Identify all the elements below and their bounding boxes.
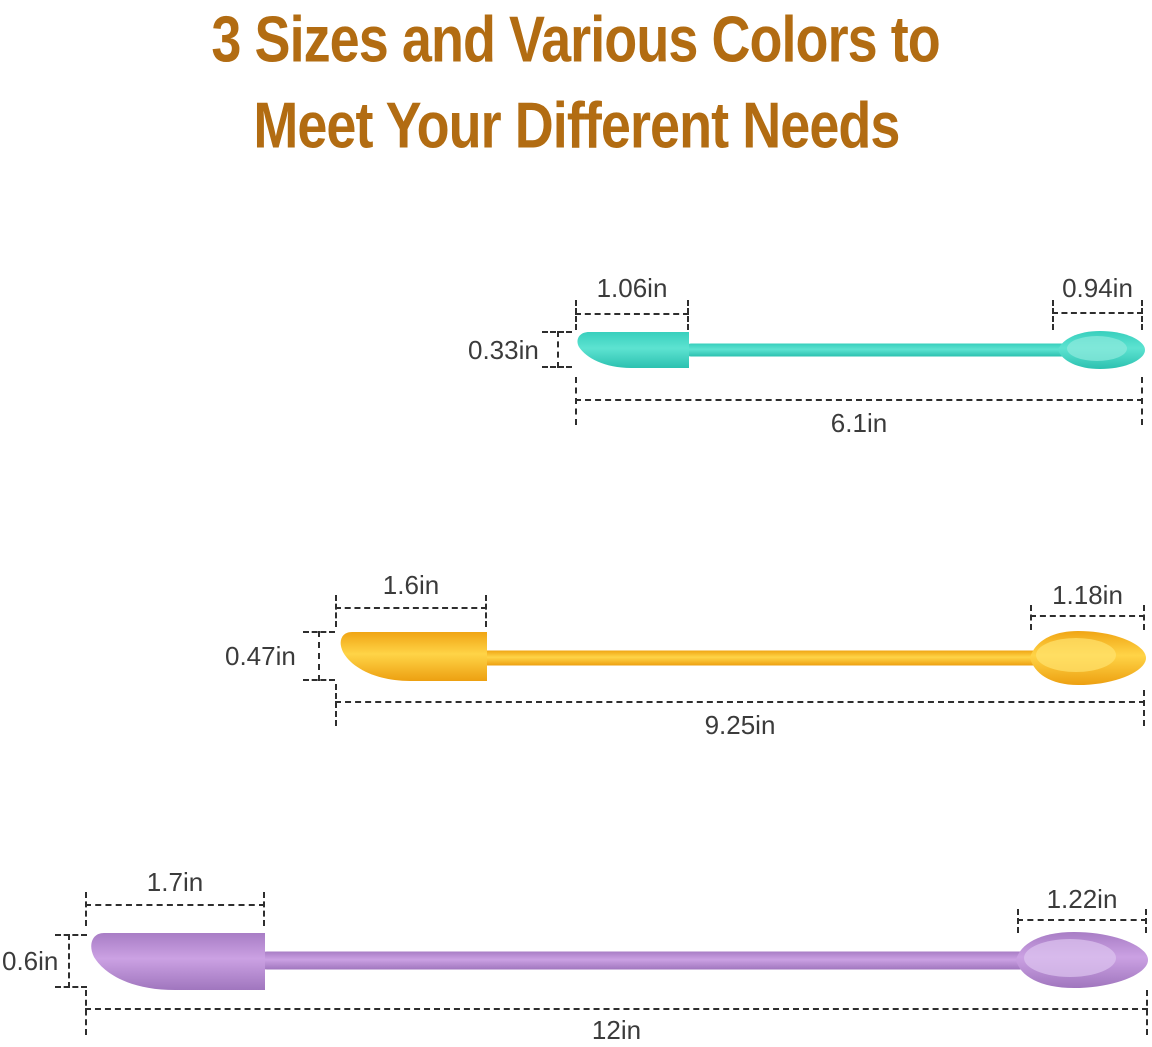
title-line-1-wrap: 3 Sizes and Various Colors to [0,0,1152,86]
dim-extension-line [1052,300,1054,330]
dim-label-small-spoon-width: 0.94in [1062,273,1133,303]
dim-extension-line [1143,605,1145,630]
title-line-1: 3 Sizes and Various Colors to [211,3,941,77]
dim-extension-line [1141,300,1143,330]
dim-extension-line [335,595,337,627]
title-line-2-wrap: Meet Your Different Needs [0,86,1152,172]
spatula-head [91,933,266,990]
spatula-large-purple [91,932,1148,990]
dim-measure-line [85,904,265,906]
dim-large-thickness: 0.6in [2,934,88,988]
dim-extension-line [1030,605,1032,630]
dim-small-thickness: 0.33in [468,331,576,368]
dim-measure-line [575,313,689,315]
spatula-handle [258,951,1035,970]
dim-measure-line [557,331,559,368]
dim-label-large-spoon-width: 1.22in [1046,884,1118,914]
dim-extension-line [1146,990,1148,1035]
dim-cap-top [55,934,87,936]
spoon-bowl-highlight [1024,939,1116,977]
dim-medium-thickness: 0.47in [225,631,337,681]
dim-label-large-thickness: 0.6in [2,946,59,976]
dim-small-total-length: 6.1in [575,377,1143,441]
dim-extension-line [1141,377,1143,425]
dim-measure-line [1017,919,1147,921]
dim-measure-line [318,631,320,681]
dim-extension-line [485,595,487,627]
dim-measure-line [335,607,487,609]
dim-medium-total-length: 9.25in [335,684,1145,746]
spatula-handle [480,650,1042,666]
dim-label-medium-head-width: 1.6in [382,570,440,600]
dim-extension-line [1145,909,1147,933]
dim-measure-line [1030,615,1145,617]
title-line-2: Meet Your Different Needs [252,89,900,163]
dim-large-head-width: 1.7in [85,868,265,930]
dim-extension-line [1017,909,1019,933]
dim-label-small-thickness: 0.33in [468,334,539,365]
dim-measure-line [575,399,1143,401]
dim-measure-line [68,934,70,988]
dim-cap-bottom [55,986,87,988]
dim-extension-line [85,892,87,926]
dim-small-spoon-width: 0.94in [1052,274,1143,332]
dim-extension-line [1143,690,1145,726]
dim-small-head-width: 1.06in [575,274,689,332]
dim-measure-line [335,701,1145,703]
dim-measure-line [85,1008,1148,1010]
dim-medium-head-width: 1.6in [335,571,487,637]
dim-extension-line [687,300,689,330]
dim-medium-spoon-width: 1.18in [1030,581,1145,633]
spatula-head [340,632,487,681]
spatula-head [577,332,689,368]
dim-large-total-length: 12in [85,990,1148,1047]
spoon-bowl-highlight [1067,336,1127,361]
spatula-medium-yellow [340,631,1146,685]
dim-extension-line [575,377,577,425]
dim-extension-line [85,990,87,1035]
dim-extension-line [263,892,265,926]
spatula-small-teal [577,331,1145,369]
dim-extension-line [575,300,577,330]
dim-label-medium-total-length: 9.25in [704,710,776,740]
dim-label-medium-thickness: 0.47in [225,641,296,671]
spoon-bowl-highlight [1036,638,1116,672]
dim-extension-line [335,684,337,726]
dim-label-small-head-width: 1.06in [596,273,668,303]
spatula-handle [685,343,1075,357]
dim-label-large-head-width: 1.7in [146,867,204,897]
title: 3 Sizes and Various Colors to Meet Your … [0,0,1152,172]
dim-label-medium-spoon-width: 1.18in [1052,580,1123,610]
dim-measure-line [1052,312,1143,314]
dim-large-spoon-width: 1.22in [1017,885,1147,937]
dim-label-large-total-length: 12in [591,1015,642,1045]
dim-label-small-total-length: 6.1in [830,408,888,438]
